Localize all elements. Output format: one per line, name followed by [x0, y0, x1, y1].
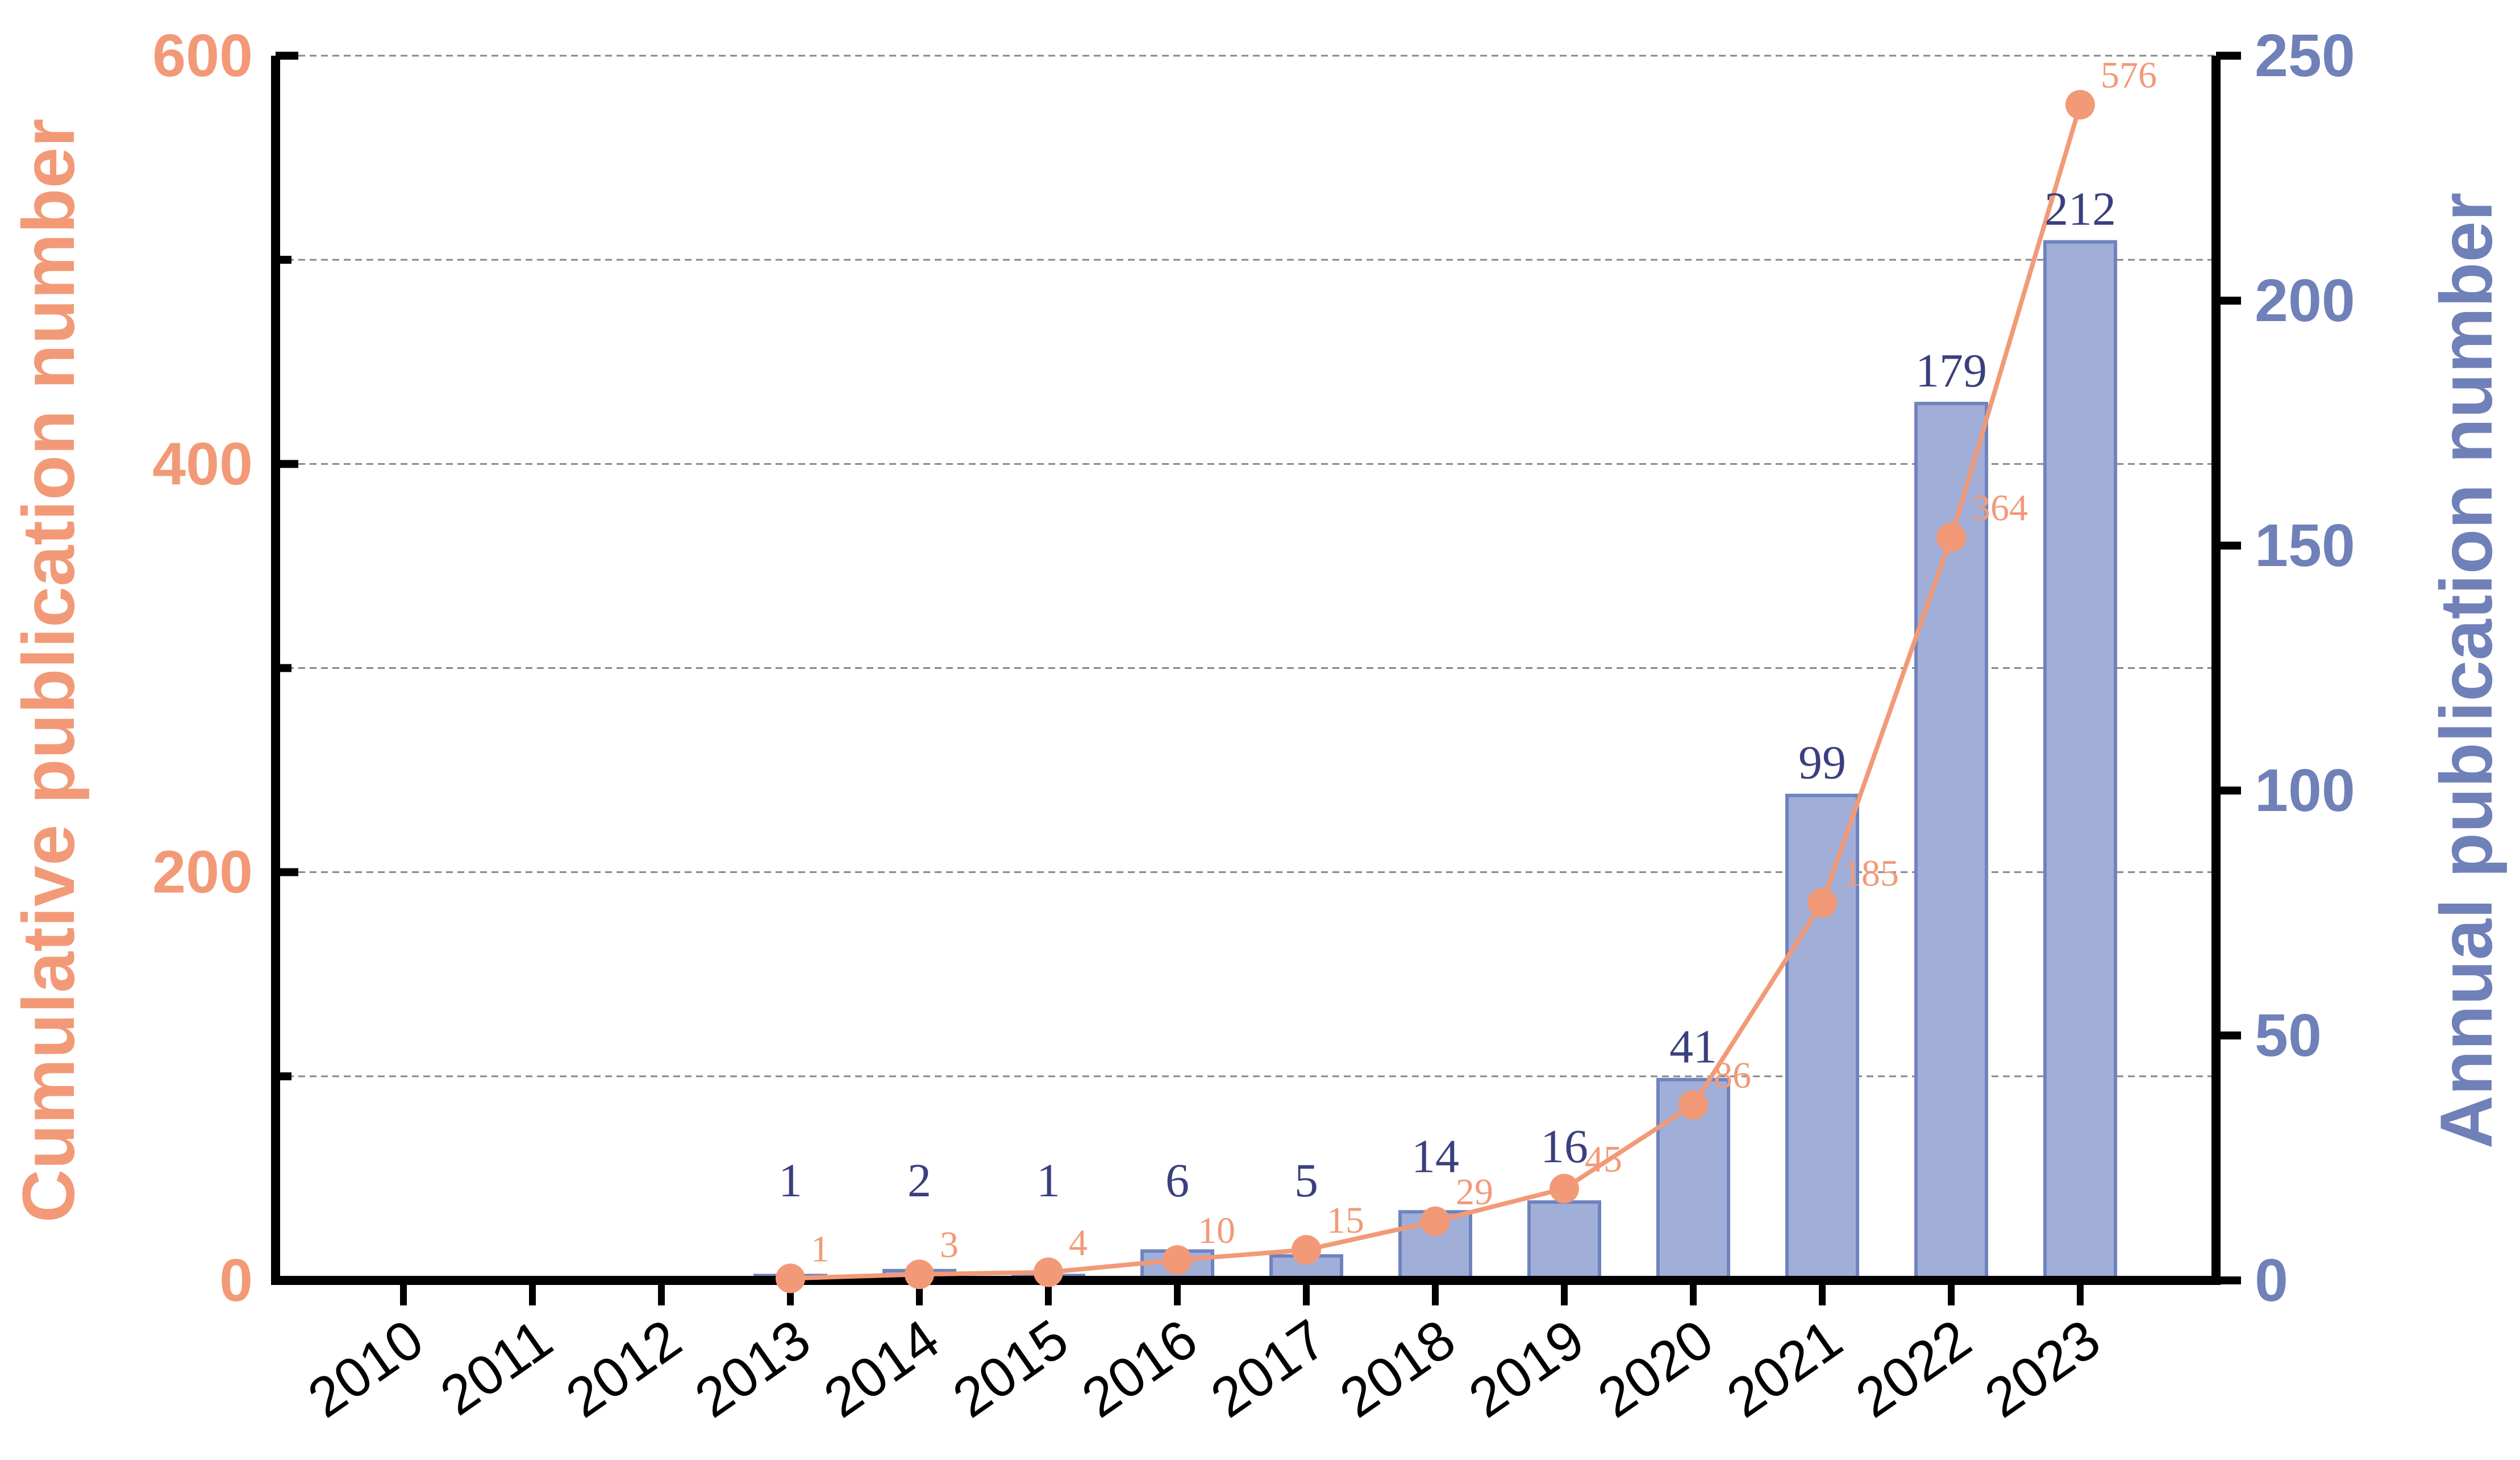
- cumulative-point-2022: [1936, 522, 1966, 552]
- cumulative-point-2016: [1163, 1245, 1192, 1275]
- cumulative-value-label-2019: 45: [1585, 1138, 1622, 1180]
- cumulative-value-label-2022: 364: [1972, 488, 2028, 529]
- bar-layer: [753, 240, 2117, 1283]
- bar-value-label-2017: 5: [1294, 1154, 1318, 1207]
- bar-2023: [2043, 240, 2117, 1282]
- x-tick-label-2013: 2013: [684, 1307, 821, 1429]
- grid-layer: [276, 55, 2216, 1078]
- cumulative-value-label-2016: 10: [1198, 1210, 1235, 1251]
- cumulative-point-2017: [1292, 1235, 1321, 1265]
- x-tick-label-2014: 2014: [813, 1307, 950, 1429]
- left-axis-title: Cumulative publication number: [7, 119, 90, 1223]
- right-tick-label: 250: [2255, 22, 2355, 89]
- cumulative-point-2018: [1421, 1206, 1450, 1236]
- x-tick-label-2018: 2018: [1328, 1307, 1466, 1429]
- bar-value-label-2019: 16: [1540, 1120, 1588, 1173]
- right-tick-label: 200: [2255, 267, 2355, 334]
- cumulative-value-label-2014: 3: [940, 1224, 959, 1266]
- bar-value-label-2014: 2: [907, 1154, 931, 1207]
- cumulative-value-label-2020: 86: [1714, 1055, 1751, 1096]
- bar-2021: [1785, 793, 1859, 1282]
- x-tick-label-2019: 2019: [1457, 1307, 1595, 1429]
- x-tick-label-2020: 2020: [1586, 1307, 1724, 1429]
- x-tick-label-2015: 2015: [942, 1307, 1079, 1429]
- cumulative-value-label-2017: 15: [1327, 1200, 1364, 1241]
- x-tick-label-2022: 2022: [1844, 1307, 1982, 1429]
- cumulative-value-label-2015: 4: [1069, 1222, 1088, 1264]
- right-tick-label: 100: [2255, 757, 2355, 824]
- x-tick-label-2011: 2011: [429, 1307, 563, 1427]
- x-tick-label-2010: 2010: [297, 1307, 434, 1429]
- right-tick-label: 150: [2255, 512, 2355, 579]
- bar-value-label-2021: 99: [1798, 737, 1846, 789]
- right-tick-label: 50: [2255, 1002, 2322, 1069]
- x-tick-label-2016: 2016: [1071, 1307, 1208, 1429]
- x-tick-label-2021: 2021: [1715, 1307, 1853, 1429]
- left-tick-label: 200: [152, 839, 253, 906]
- bar-value-label-2015: 1: [1036, 1154, 1060, 1207]
- bar-value-label-2018: 14: [1411, 1130, 1459, 1183]
- bar-2019: [1527, 1200, 1601, 1283]
- x-tick-label-2012: 2012: [555, 1307, 692, 1429]
- cumulative-value-label-2018: 29: [1456, 1171, 1493, 1213]
- x-tick-label-2017: 2017: [1199, 1307, 1337, 1429]
- bar-value-label-2013: 1: [778, 1154, 802, 1207]
- cumulative-line: [790, 104, 2082, 1281]
- cumulative-point-2021: [1807, 888, 1837, 918]
- cumulative-point-2023: [2065, 90, 2095, 120]
- bar-value-label-2016: 6: [1165, 1154, 1189, 1207]
- bar-value-label-2020: 41: [1669, 1021, 1717, 1074]
- cumulative-value-label-2021: 185: [1843, 853, 1899, 895]
- cumulative-point-2013: [776, 1263, 805, 1293]
- left-tick-label: 600: [152, 22, 253, 89]
- cumulative-value-label-2023: 576: [2101, 55, 2157, 96]
- left-tick-label: 400: [152, 430, 253, 497]
- cumulative-value-label-2013: 1: [811, 1228, 830, 1270]
- right-tick-label: 0: [2255, 1247, 2288, 1314]
- axis-layer: 0200400600050100150200250201020112012201…: [152, 22, 2355, 1429]
- cumulative-point-2020: [1678, 1090, 1708, 1120]
- cumulative-point-2019: [1550, 1174, 1579, 1204]
- line-layer: [776, 90, 2095, 1293]
- cumulative-point-2015: [1034, 1257, 1063, 1287]
- bar-value-label-2022: 179: [1915, 344, 1987, 397]
- bar-value-label-2023: 212: [2044, 183, 2116, 236]
- x-tick-label-2023: 2023: [1973, 1307, 2111, 1429]
- left-tick-label: 0: [219, 1247, 253, 1314]
- right-axis-title: Annual publication number: [2425, 193, 2507, 1149]
- cumulative-point-2014: [905, 1259, 934, 1290]
